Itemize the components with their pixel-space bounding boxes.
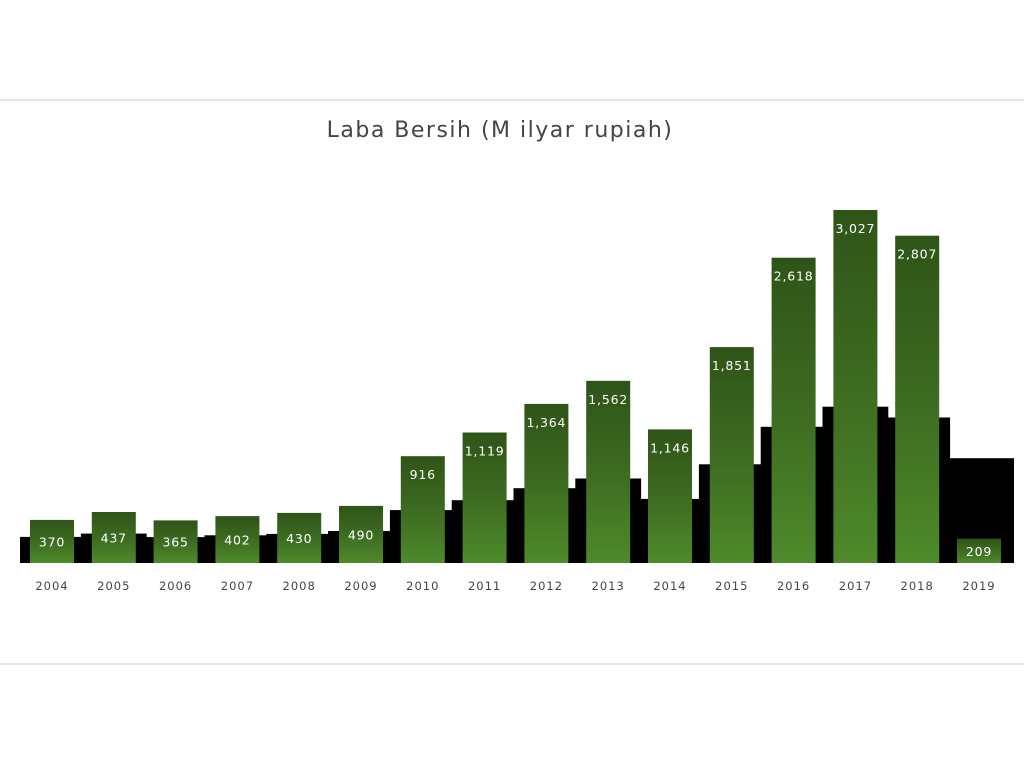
bar-2017: [833, 210, 878, 563]
bar-value-labels: 370 437 365 402 430 490 916 1,119 1,364 1,562 1,14…: [39, 221, 992, 559]
bar-value-label-2014: 1,146: [650, 440, 690, 455]
x-tick-label-2008: 2008: [283, 579, 316, 593]
top-divider: [0, 99, 1024, 101]
x-tick-label-2011: 2011: [468, 579, 501, 593]
chart-title: Laba Bersih (M ilyar rupiah): [326, 118, 674, 143]
x-axis-tick-labels: 2004 2005 2006 2007 2008 2009 2010 2011 2012 2013…: [35, 579, 995, 593]
bar-2010: [400, 456, 445, 563]
x-tick-label-2005: 2005: [97, 579, 130, 593]
bars: [30, 210, 1001, 563]
bar-2011: [462, 432, 507, 563]
bar-value-label-2012: 1,364: [527, 415, 567, 430]
x-tick-label-2016: 2016: [777, 579, 810, 593]
bar-value-label-2013: 1,562: [588, 392, 628, 407]
bar-value-label-2015: 1,851: [712, 358, 752, 373]
x-tick-label-2015: 2015: [715, 579, 748, 593]
x-tick-label-2017: 2017: [839, 579, 872, 593]
bar-2008: [277, 512, 322, 563]
bar-2006: [153, 520, 198, 563]
bar-2019: [957, 538, 1001, 563]
x-tick-label-2014: 2014: [653, 579, 686, 593]
bar-2005: [91, 512, 136, 563]
bar-2015: [709, 347, 754, 563]
bar-2018: [895, 235, 940, 563]
bar-value-label-2011: 1,119: [465, 444, 505, 459]
x-tick-label-2010: 2010: [406, 579, 439, 593]
bar-value-label-2016: 2,618: [774, 269, 814, 284]
bar-value-label-2008: 430: [286, 531, 312, 546]
x-tick-label-2018: 2018: [901, 579, 934, 593]
bar-2007: [215, 516, 260, 563]
x-tick-label-2013: 2013: [592, 579, 625, 593]
bar-2016: [771, 257, 816, 563]
bar-2013: [586, 380, 631, 563]
bar-value-label-2004: 370: [39, 534, 65, 549]
x-tick-label-2012: 2012: [530, 579, 563, 593]
x-tick-label-2006: 2006: [159, 579, 192, 593]
bar-2009: [339, 505, 383, 563]
bar-value-label-2005: 437: [101, 531, 127, 546]
bar-2014: [648, 429, 692, 563]
bar-value-label-2010: 916: [410, 467, 436, 482]
x-tick-label-2004: 2004: [35, 579, 68, 593]
bar-value-label-2007: 402: [224, 533, 250, 548]
bar-value-label-2019: 209: [966, 544, 992, 559]
bar-value-label-2018: 2,807: [897, 247, 937, 262]
bar-2012: [524, 403, 569, 563]
x-tick-label-2019: 2019: [962, 579, 995, 593]
x-tick-label-2007: 2007: [221, 579, 254, 593]
bottom-divider: [0, 663, 1024, 665]
x-tick-label-2009: 2009: [344, 579, 377, 593]
bar-value-label-2006: 365: [162, 535, 188, 550]
bar-value-label-2017: 3,027: [836, 221, 876, 236]
bar-2004: [30, 519, 74, 563]
bar-value-label-2009: 490: [348, 527, 374, 542]
